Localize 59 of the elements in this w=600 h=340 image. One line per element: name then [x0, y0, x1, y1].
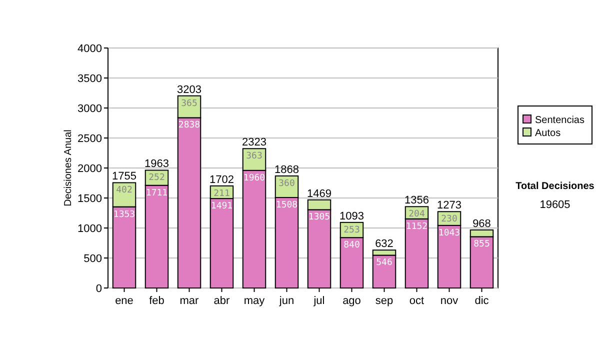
- total-label: 1755: [112, 170, 136, 183]
- y-tick-label: 500: [84, 253, 102, 265]
- total-label: 1273: [437, 200, 462, 212]
- total-label: 632: [375, 238, 394, 250]
- data-label: 1960: [243, 173, 266, 184]
- data-label: 1491: [210, 202, 233, 212]
- data-label: 840: [344, 240, 360, 251]
- x-tick-label: mar: [180, 295, 200, 307]
- data-label: 363: [246, 152, 262, 162]
- data-label: 252: [148, 173, 165, 184]
- data-label: 1305: [308, 212, 330, 223]
- x-tick-label: ene: [115, 295, 134, 307]
- x-tick-label: abr: [214, 295, 230, 307]
- data-label: 360: [278, 178, 295, 189]
- total-label: 1356: [404, 194, 429, 207]
- legend-label: Autos: [535, 128, 561, 139]
- y-tick-label: 1000: [78, 223, 102, 235]
- data-label: 402: [116, 186, 132, 196]
- y-axis-title: Decisiones Anual: [63, 130, 74, 206]
- total-label: 1093: [340, 210, 364, 222]
- data-label: 211: [214, 188, 230, 199]
- data-label: 1043: [438, 228, 460, 238]
- total-label: 1868: [274, 164, 299, 176]
- x-tick-label: jul: [312, 295, 325, 307]
- total-label: 968: [472, 218, 491, 230]
- text: Total Decisiones: [516, 181, 595, 192]
- data-label: 1353: [113, 210, 136, 220]
- data-label: 2838: [178, 120, 200, 131]
- data-label: 253: [344, 225, 360, 236]
- total-label: 1469: [307, 188, 332, 200]
- x-tick-label: ago: [342, 295, 361, 307]
- x-tick-label: may: [244, 295, 266, 307]
- total-label: 1702: [210, 174, 234, 186]
- x-tick-label: jun: [278, 295, 294, 307]
- x-tick-label: feb: [149, 295, 164, 307]
- legend-label: Sentencias: [535, 115, 584, 126]
- total-label: 1963: [144, 158, 169, 170]
- y-tick-label: 2000: [78, 163, 102, 175]
- text: 19605: [540, 199, 570, 211]
- data-label: 855: [474, 240, 490, 250]
- data-label: 1711: [146, 188, 168, 198]
- total-label: 3203: [177, 84, 202, 96]
- data-label: 365: [181, 98, 198, 109]
- total-label: 2323: [242, 136, 266, 149]
- y-tick-label: 2500: [78, 133, 102, 145]
- data-label: 230: [441, 214, 458, 225]
- y-tick-label: 3500: [78, 73, 102, 85]
- data-label: 546: [376, 258, 392, 268]
- y-tick-label: 1500: [78, 193, 102, 205]
- x-tick-label: nov: [440, 295, 459, 307]
- y-tick-label: 3000: [78, 103, 102, 115]
- y-tick-label: 4000: [78, 43, 102, 55]
- x-tick-label: oct: [409, 295, 424, 307]
- data-label: 1508: [276, 200, 298, 211]
- data-label: 1152: [406, 222, 428, 232]
- x-tick-label: dic: [474, 295, 490, 307]
- data-label: 204: [408, 210, 425, 220]
- x-tick-label: sep: [375, 295, 394, 307]
- y-tick-label: 0: [96, 283, 102, 295]
